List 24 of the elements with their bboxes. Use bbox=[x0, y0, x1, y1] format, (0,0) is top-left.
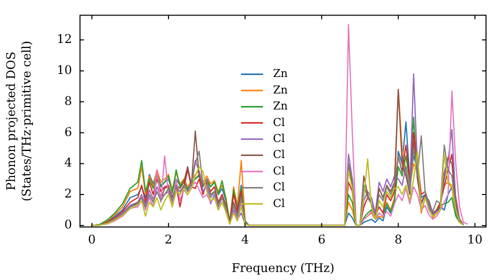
y-tick-label: 4 bbox=[64, 156, 72, 170]
x-axis-title: Frequency (THz) bbox=[232, 260, 334, 275]
x-tick-label: 0 bbox=[88, 232, 96, 246]
legend-label: Cl bbox=[273, 116, 286, 129]
y-tick-label: 8 bbox=[64, 94, 72, 108]
y-tick-label: 12 bbox=[56, 32, 72, 46]
y-tick-label: 6 bbox=[64, 124, 72, 139]
legend-label: Cl bbox=[273, 180, 286, 194]
legend-label: Cl bbox=[273, 132, 286, 145]
legend-label: Cl bbox=[273, 196, 286, 210]
x-tick-label: 6 bbox=[318, 232, 326, 246]
x-tick-label: 4 bbox=[241, 232, 250, 246]
legend-label: Zn bbox=[273, 100, 288, 113]
x-tick-label: 2 bbox=[164, 232, 172, 246]
y-tick-label: 0 bbox=[64, 218, 72, 232]
legend-label: Zn bbox=[273, 67, 288, 80]
y-tick-label: 2 bbox=[64, 186, 72, 201]
x-tick-label: 10 bbox=[467, 232, 483, 246]
legend-label: Cl bbox=[273, 164, 286, 178]
y-axis-title: Phonon projected DOS (States/THz·primitive cell) bbox=[4, 40, 34, 202]
legend-label: Zn bbox=[273, 83, 288, 96]
x-tick-label: 8 bbox=[394, 232, 402, 246]
legend-label: Cl bbox=[273, 148, 286, 162]
y-tick-label: 10 bbox=[56, 62, 72, 77]
